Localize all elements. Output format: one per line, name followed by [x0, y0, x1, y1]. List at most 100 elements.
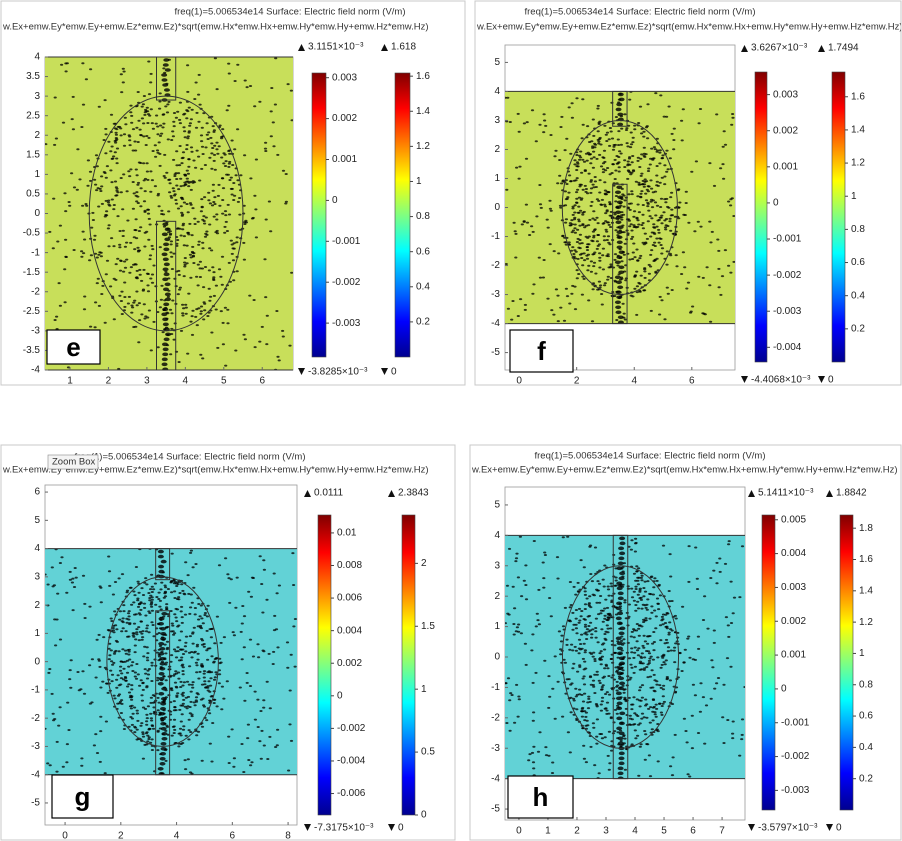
speckle — [632, 170, 635, 172]
speckle — [140, 679, 143, 681]
speckle — [597, 222, 600, 224]
speckle — [146, 678, 149, 680]
speckle — [110, 114, 113, 116]
speckle — [530, 225, 533, 227]
x-tick-label: 8 — [285, 831, 291, 841]
speckle — [59, 639, 62, 641]
speckle — [236, 236, 239, 238]
speckle — [636, 601, 639, 603]
speckle — [668, 220, 671, 222]
speckle — [244, 220, 247, 222]
speckle — [571, 667, 574, 669]
speckle — [572, 206, 575, 208]
speckle — [214, 57, 217, 59]
speckle — [661, 618, 664, 620]
speckle — [646, 580, 649, 582]
speckle — [643, 635, 646, 637]
speckle — [115, 628, 118, 630]
speckle — [113, 695, 116, 697]
colorbar-tick-label: -0.004 — [773, 342, 802, 353]
speckle — [194, 607, 197, 609]
speckle — [594, 176, 597, 178]
speckle — [68, 205, 71, 207]
speckle — [176, 239, 179, 241]
speckle — [63, 192, 66, 194]
speckle — [119, 684, 122, 686]
speckle — [543, 552, 546, 554]
speckle — [98, 305, 101, 307]
speckle — [608, 731, 611, 733]
speckle — [565, 183, 568, 185]
speckle — [246, 737, 249, 739]
speckle — [575, 154, 578, 156]
speckle — [165, 333, 171, 337]
speckle — [235, 174, 238, 176]
speckle — [623, 599, 626, 601]
speckle — [569, 581, 572, 583]
speckle — [562, 625, 565, 627]
speckle — [591, 218, 594, 220]
speckle — [598, 583, 601, 585]
y-tick-label: 3 — [494, 115, 500, 126]
speckle — [129, 705, 132, 707]
speckle — [209, 685, 212, 687]
speckle — [231, 728, 234, 730]
speckle — [165, 293, 171, 297]
colorbar-tick-label: 0.003 — [781, 582, 806, 593]
speckle — [189, 552, 192, 554]
speckle — [616, 290, 622, 294]
speckle — [619, 627, 625, 631]
speckle — [697, 221, 700, 223]
speckle — [598, 772, 601, 774]
speckle — [108, 654, 111, 656]
speckle — [202, 318, 205, 320]
speckle — [607, 713, 610, 715]
y-tick-label: 2 — [494, 591, 500, 602]
speckle — [213, 196, 216, 198]
speckle — [619, 542, 625, 546]
colorbar-tick-label: 1 — [851, 191, 857, 202]
colorbar-min: -4.4068×10⁻³ — [751, 375, 811, 386]
speckle — [580, 634, 583, 636]
speckle — [207, 680, 210, 682]
speckle — [174, 173, 177, 175]
speckle — [49, 764, 52, 766]
speckle — [126, 660, 129, 662]
speckle — [93, 179, 96, 181]
plot-expression: w.Ex+emw.Ey*emw.Ey+emw.Ez*emw.Ez)*sqrt(e… — [471, 465, 898, 476]
speckle — [224, 557, 227, 559]
speckle — [173, 709, 176, 711]
speckle — [124, 246, 127, 248]
speckle — [532, 761, 535, 763]
speckle — [509, 730, 512, 732]
speckle — [525, 204, 528, 206]
speckle — [156, 133, 159, 135]
speckle — [645, 650, 648, 652]
speckle — [135, 169, 138, 171]
speckle — [619, 572, 625, 576]
speckle — [633, 636, 636, 638]
speckle — [660, 687, 663, 689]
speckle — [601, 697, 604, 699]
speckle — [583, 668, 586, 670]
speckle — [163, 63, 169, 67]
speckle — [715, 562, 718, 564]
speckle — [80, 256, 83, 258]
speckle — [647, 168, 650, 170]
speckle — [601, 700, 604, 702]
speckle — [578, 666, 581, 668]
speckle — [146, 625, 149, 627]
speckle — [642, 222, 645, 224]
speckle — [199, 354, 202, 356]
speckle — [158, 656, 161, 658]
speckle — [148, 115, 151, 117]
speckle — [177, 745, 180, 747]
speckle — [139, 274, 142, 276]
speckle — [600, 628, 603, 630]
speckle — [184, 257, 187, 259]
speckle — [571, 102, 574, 104]
speckle — [609, 127, 612, 129]
speckle — [128, 139, 131, 141]
speckle — [673, 661, 676, 663]
speckle — [215, 309, 218, 311]
